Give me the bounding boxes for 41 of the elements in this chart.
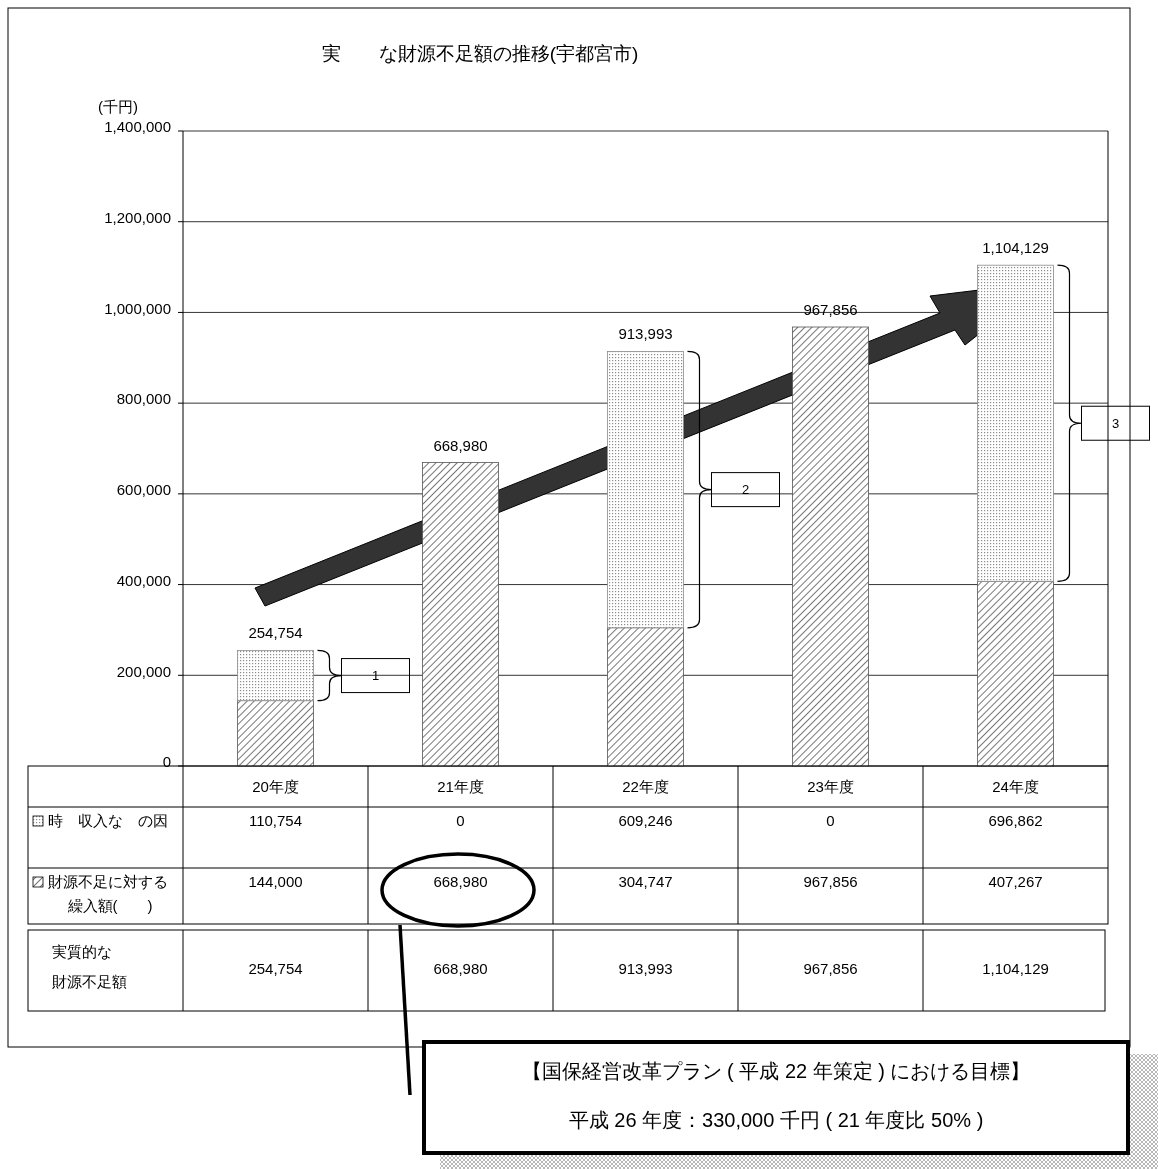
y-tick-label: 1,400,000 (104, 118, 171, 136)
text: 3 (1111, 415, 1120, 431)
text: 平成 26 年度：330,000 千円 ( 21 年度比 50% ) (568, 1109, 984, 1131)
y-tick-label: 1,200,000 (104, 208, 171, 226)
text: 913,993 (618, 960, 673, 978)
y-tick-label: 200,000 (116, 662, 171, 680)
total-label: 668,980 (433, 436, 488, 454)
data-label: 696,862 (988, 812, 1043, 830)
data-label: 0 (456, 812, 465, 830)
data-label: 0 (826, 812, 835, 830)
annotation: 2 (741, 482, 750, 498)
data-label: 668,980 (433, 873, 488, 891)
total-label: 913,993 (618, 325, 673, 343)
data-label: 609,246 (618, 812, 673, 830)
x-tick-label: 22年度 (622, 778, 669, 796)
data-label: 407,267 (988, 873, 1043, 891)
y-tick-label: 1,000,000 (104, 299, 171, 317)
y-tick-label: 600,000 (116, 481, 171, 499)
legend-label: 時 収入な の因 (48, 812, 168, 830)
x-tick-label: 20年度 (252, 778, 299, 796)
x-tick-label: 23年度 (807, 778, 854, 796)
data-label: 967,856 (803, 873, 858, 891)
text: 254,754 (248, 960, 303, 978)
y-tick-label: 0 (162, 753, 171, 771)
text: 1,104,129 (982, 960, 1049, 978)
text: 【国保経営改革プラン ( 平成 22 年策定 ) における目標】 (521, 1060, 1031, 1082)
data-label: 144,000 (248, 873, 303, 891)
y-tick-label: 400,000 (116, 571, 171, 589)
total-label: 254,754 (248, 624, 303, 642)
legend-label: 財源不足に対する繰入額( ) (48, 873, 168, 915)
data-label: 110,754 (248, 812, 303, 830)
y-axis-title: (千円) (98, 98, 138, 115)
total-label: 1,104,129 (982, 239, 1049, 257)
text: 967,856 (803, 960, 858, 978)
y-tick-label: 800,000 (116, 390, 171, 408)
x-tick-label: 24年度 (992, 778, 1039, 796)
text: 実質的な財源不足額 (52, 943, 127, 991)
data-label: 304,747 (618, 873, 673, 891)
chart-title: 実 な財源不足額の推移(宇都宮市) (321, 43, 639, 64)
text: 668,980 (433, 960, 488, 978)
x-tick-label: 21年度 (437, 778, 484, 796)
